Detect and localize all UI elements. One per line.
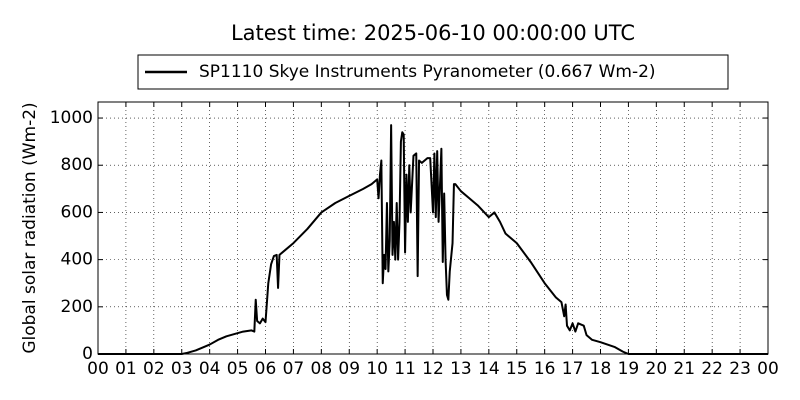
y-tick-label: 1000 (50, 108, 93, 128)
plot-frame (97, 101, 769, 355)
chart-title: Latest time: 2025-06-10 00:00:00 UTC (231, 21, 635, 45)
x-tick-label: 12 (422, 359, 444, 379)
x-tick-label: 22 (701, 359, 723, 379)
x-tick-label: 21 (673, 359, 695, 379)
legend (137, 54, 729, 90)
x-tick-label: 11 (394, 359, 416, 379)
x-tick-label: 15 (506, 359, 528, 379)
y-tick-label: 600 (61, 202, 93, 222)
legend-label: SP1110 Skye Instruments Pyranometer (0.6… (199, 62, 656, 82)
x-tick-label: 13 (450, 359, 472, 379)
x-tick-label: 18 (590, 359, 612, 379)
x-tick-label: 02 (143, 359, 165, 379)
x-tick-label: 00 (87, 359, 109, 379)
x-tick-label: 03 (171, 359, 193, 379)
x-tick-label: 14 (478, 359, 500, 379)
y-axis-label: Global solar radiation (Wm-2) (20, 102, 40, 353)
data-line (98, 124, 768, 355)
x-tick-label: 08 (311, 359, 333, 379)
y-tick-label: 400 (61, 250, 93, 270)
x-tick-label: 07 (283, 359, 305, 379)
x-tick-label: 01 (115, 359, 137, 379)
x-tick-label: 04 (199, 359, 221, 379)
x-tick-label: 06 (255, 359, 277, 379)
y-tick-label: 200 (61, 297, 93, 317)
x-tick-label: 00 (757, 359, 779, 379)
x-tick-label: 05 (227, 359, 249, 379)
x-tick-label: 10 (366, 359, 388, 379)
x-tick-label: 17 (562, 359, 584, 379)
x-tick-label: 09 (338, 359, 360, 379)
y-tick-label: 0 (82, 344, 93, 364)
x-tick-label: 20 (646, 359, 668, 379)
x-tick-label: 16 (534, 359, 556, 379)
x-tick-label: 19 (618, 359, 640, 379)
x-tick-label: 23 (729, 359, 751, 379)
y-tick-label: 800 (61, 155, 93, 175)
